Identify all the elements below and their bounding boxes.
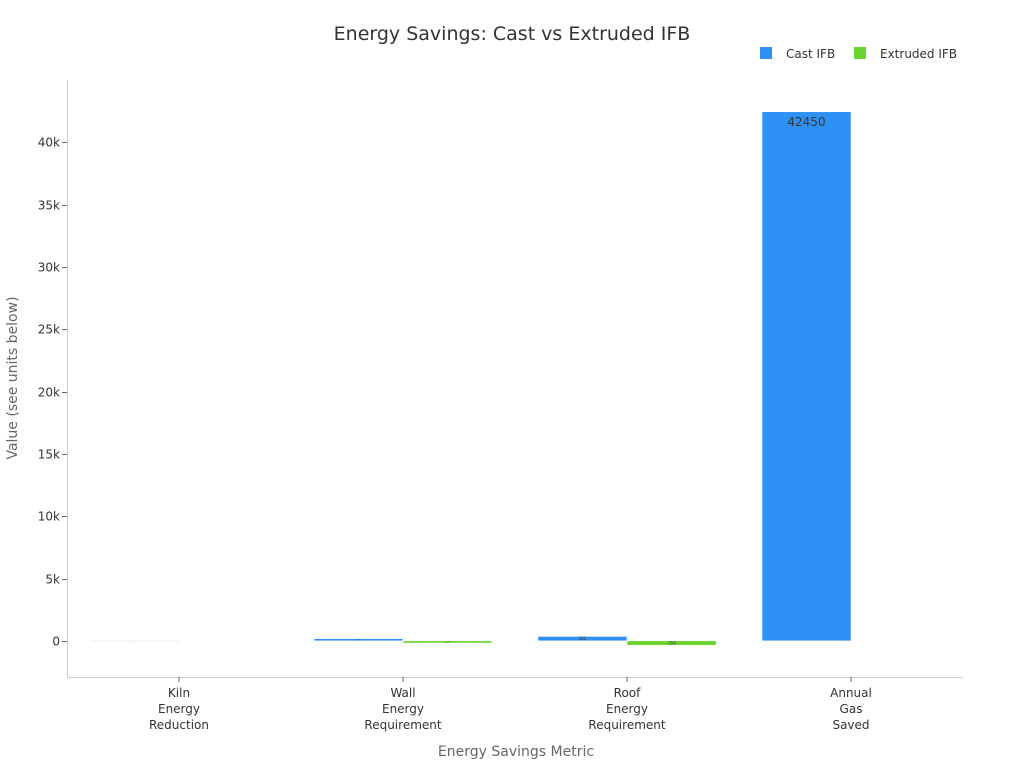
bar-value-label: 27 [134, 640, 136, 642]
y-axis-title: Value (see units below) [5, 296, 21, 459]
bar-value-label: -350 [667, 640, 676, 645]
y-tick-label: 15k [38, 448, 60, 462]
bar-value-label: 352 [579, 636, 587, 641]
x-tick-label: Saved [832, 718, 869, 732]
x-tick-label: Energy [606, 702, 648, 716]
y-tick-label: 5k [45, 573, 60, 587]
y-tick-label: 30k [38, 261, 60, 275]
x-tick-label: Annual [830, 686, 872, 700]
bars [89, 111, 852, 646]
y-axis-ticks: 0 5k 10k 15k 20k 25k 30k 35k 40k [38, 136, 67, 649]
x-axis-title: Energy Savings Metric [438, 744, 594, 760]
bar-extruded-ifb [402, 640, 493, 644]
y-tick-label: 35k [38, 199, 60, 213]
x-axis-ticks: Kiln Energy Reduction Wall Energy Requirement… [149, 677, 872, 732]
x-tick-label: Kiln [168, 686, 190, 700]
bar-labels: 27 175 352 42450 -176 -350 [134, 115, 826, 646]
y-tick-label: 20k [38, 386, 60, 400]
x-tick-label: Requirement [588, 718, 665, 732]
legend: Cast IFB Extruded IFB [760, 47, 957, 61]
bar-value-label: 175 [357, 639, 361, 641]
x-tick-label: Energy [158, 702, 200, 716]
y-tick-label: 40k [38, 136, 60, 150]
legend-swatch-cast-ifb [760, 47, 772, 59]
chart-title: Energy Savings: Cast vs Extruded IFB [334, 23, 691, 45]
legend-label-extruded-ifb: Extruded IFB [880, 47, 957, 61]
y-tick-label: 0 [52, 635, 60, 649]
x-tick-label: Roof [614, 686, 641, 700]
y-tick-label: 25k [38, 323, 60, 337]
bar-value-label: 42450 [787, 115, 825, 129]
bar-cast-ifb [761, 111, 852, 642]
x-tick-label: Requirement [364, 718, 441, 732]
bar-value-label: -176 [445, 642, 450, 644]
legend-swatch-extruded-ifb [854, 47, 866, 59]
bar-cast-ifb [537, 636, 628, 642]
legend-label-cast-ifb: Cast IFB [786, 47, 835, 61]
y-tick-label: 10k [38, 510, 60, 524]
x-tick-label: Gas [840, 702, 863, 716]
x-tick-label: Wall [390, 686, 415, 700]
bar-cast-ifb [89, 640, 180, 642]
x-tick-label: Energy [382, 702, 424, 716]
x-tick-label: Reduction [149, 718, 209, 732]
bar-cast-ifb [313, 638, 404, 642]
bar-extruded-ifb [626, 640, 717, 646]
